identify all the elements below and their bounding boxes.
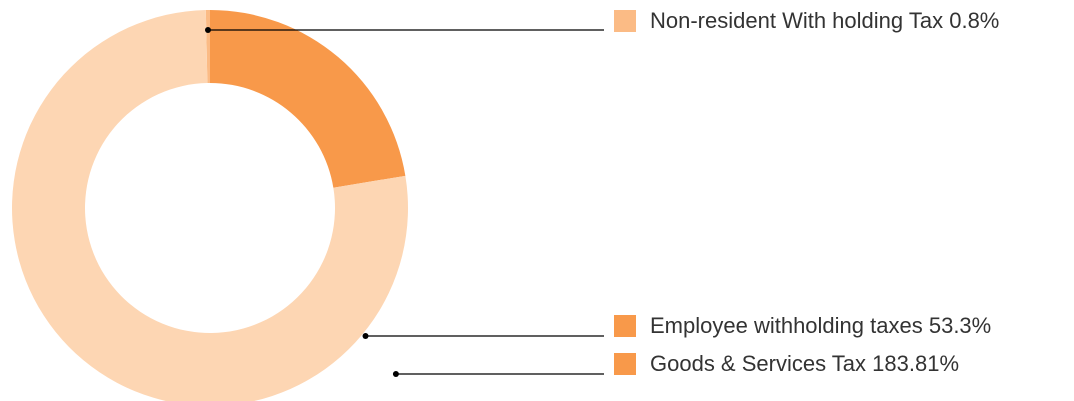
leader-dot [204, 27, 211, 33]
legend-label: Employee withholding taxes 53.3% [650, 313, 992, 338]
legend-swatch [614, 315, 636, 337]
leader-dot [392, 371, 399, 377]
leader-dot [362, 333, 369, 339]
donut-slice [12, 10, 408, 401]
legend-item-employee-withholding: Employee withholding taxes 53.3% [614, 313, 991, 339]
legend-swatch [614, 353, 636, 375]
legend-swatch [614, 10, 636, 32]
legend-item-non-resident: Non-resident With holding Tax 0.8% [614, 8, 999, 34]
legend-label: Non-resident With holding Tax 0.8% [650, 8, 1000, 33]
donut-slice [210, 10, 406, 188]
legend-item-goods-services: Goods & Services Tax 183.81% [614, 351, 959, 377]
legend-label: Goods & Services Tax 183.81% [650, 351, 960, 376]
